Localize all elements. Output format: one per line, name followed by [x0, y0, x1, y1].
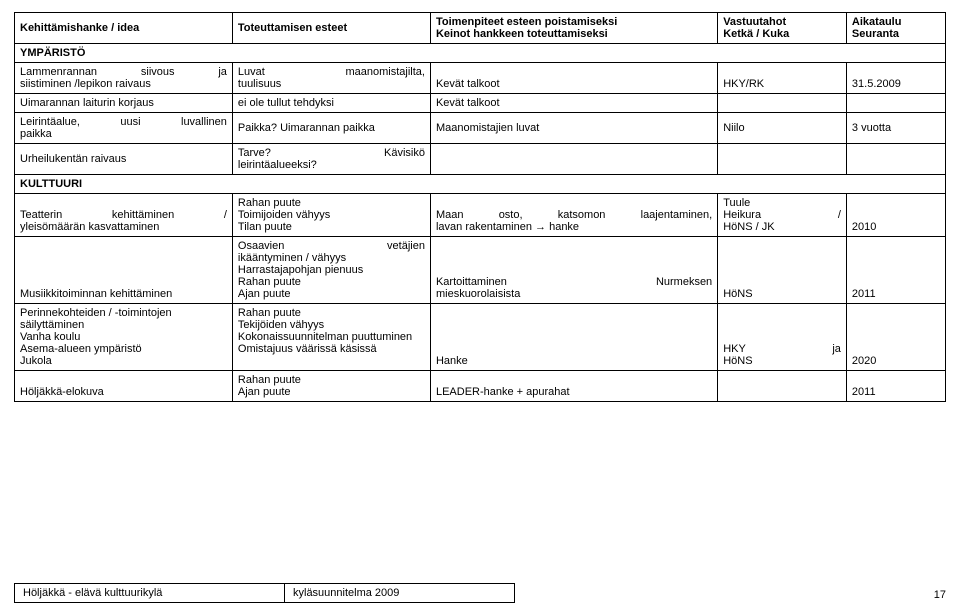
section-environment: YMPÄRISTÖ	[15, 44, 946, 63]
section-culture: KULTTUURI	[15, 175, 946, 194]
footer-left: Höljäkkä - elävä kulttuurikylä	[15, 584, 285, 603]
table-row: Lammenrannansiivousja siistiminen /lepik…	[15, 63, 946, 94]
table-row: Teatterinkehittäminen/ yleisömäärän kasv…	[15, 194, 946, 237]
header-idea: Kehittämishanke / idea	[15, 13, 233, 44]
main-table: Kehittämishanke / idea Toteuttamisen est…	[14, 12, 946, 402]
page-number: 17	[934, 589, 946, 601]
footer: Höljäkkä - elävä kulttuurikylä kyläsuunn…	[14, 583, 946, 603]
table-row: Höljäkkä-elokuva Rahan puute Ajan puute …	[15, 371, 946, 402]
table-row: Uimarannan laiturin korjaus ei ole tullu…	[15, 94, 946, 113]
table-row: Leirintäalue,uusiluvallinen paikka Paikk…	[15, 113, 946, 144]
table-row: Urheilukentän raivaus Tarve?Kävisikö lei…	[15, 144, 946, 175]
header-row: Kehittämishanke / idea Toteuttamisen est…	[15, 13, 946, 44]
header-obstacles: Toteuttamisen esteet	[232, 13, 430, 44]
table-row: Musiikkitoiminnan kehittäminen Osaavienv…	[15, 237, 946, 304]
header-schedule: Aikataulu Seuranta	[846, 13, 945, 44]
header-measures: Toimenpiteet esteen poistamiseksi Keinot…	[430, 13, 717, 44]
footer-table: Höljäkkä - elävä kulttuurikylä kyläsuunn…	[14, 583, 515, 603]
table-row: Perinnekohteiden / -toimintojen säilyttä…	[15, 304, 946, 371]
header-responsible: Vastuutahot Ketkä / Kuka	[718, 13, 847, 44]
footer-right: kyläsuunnitelma 2009	[285, 584, 515, 603]
